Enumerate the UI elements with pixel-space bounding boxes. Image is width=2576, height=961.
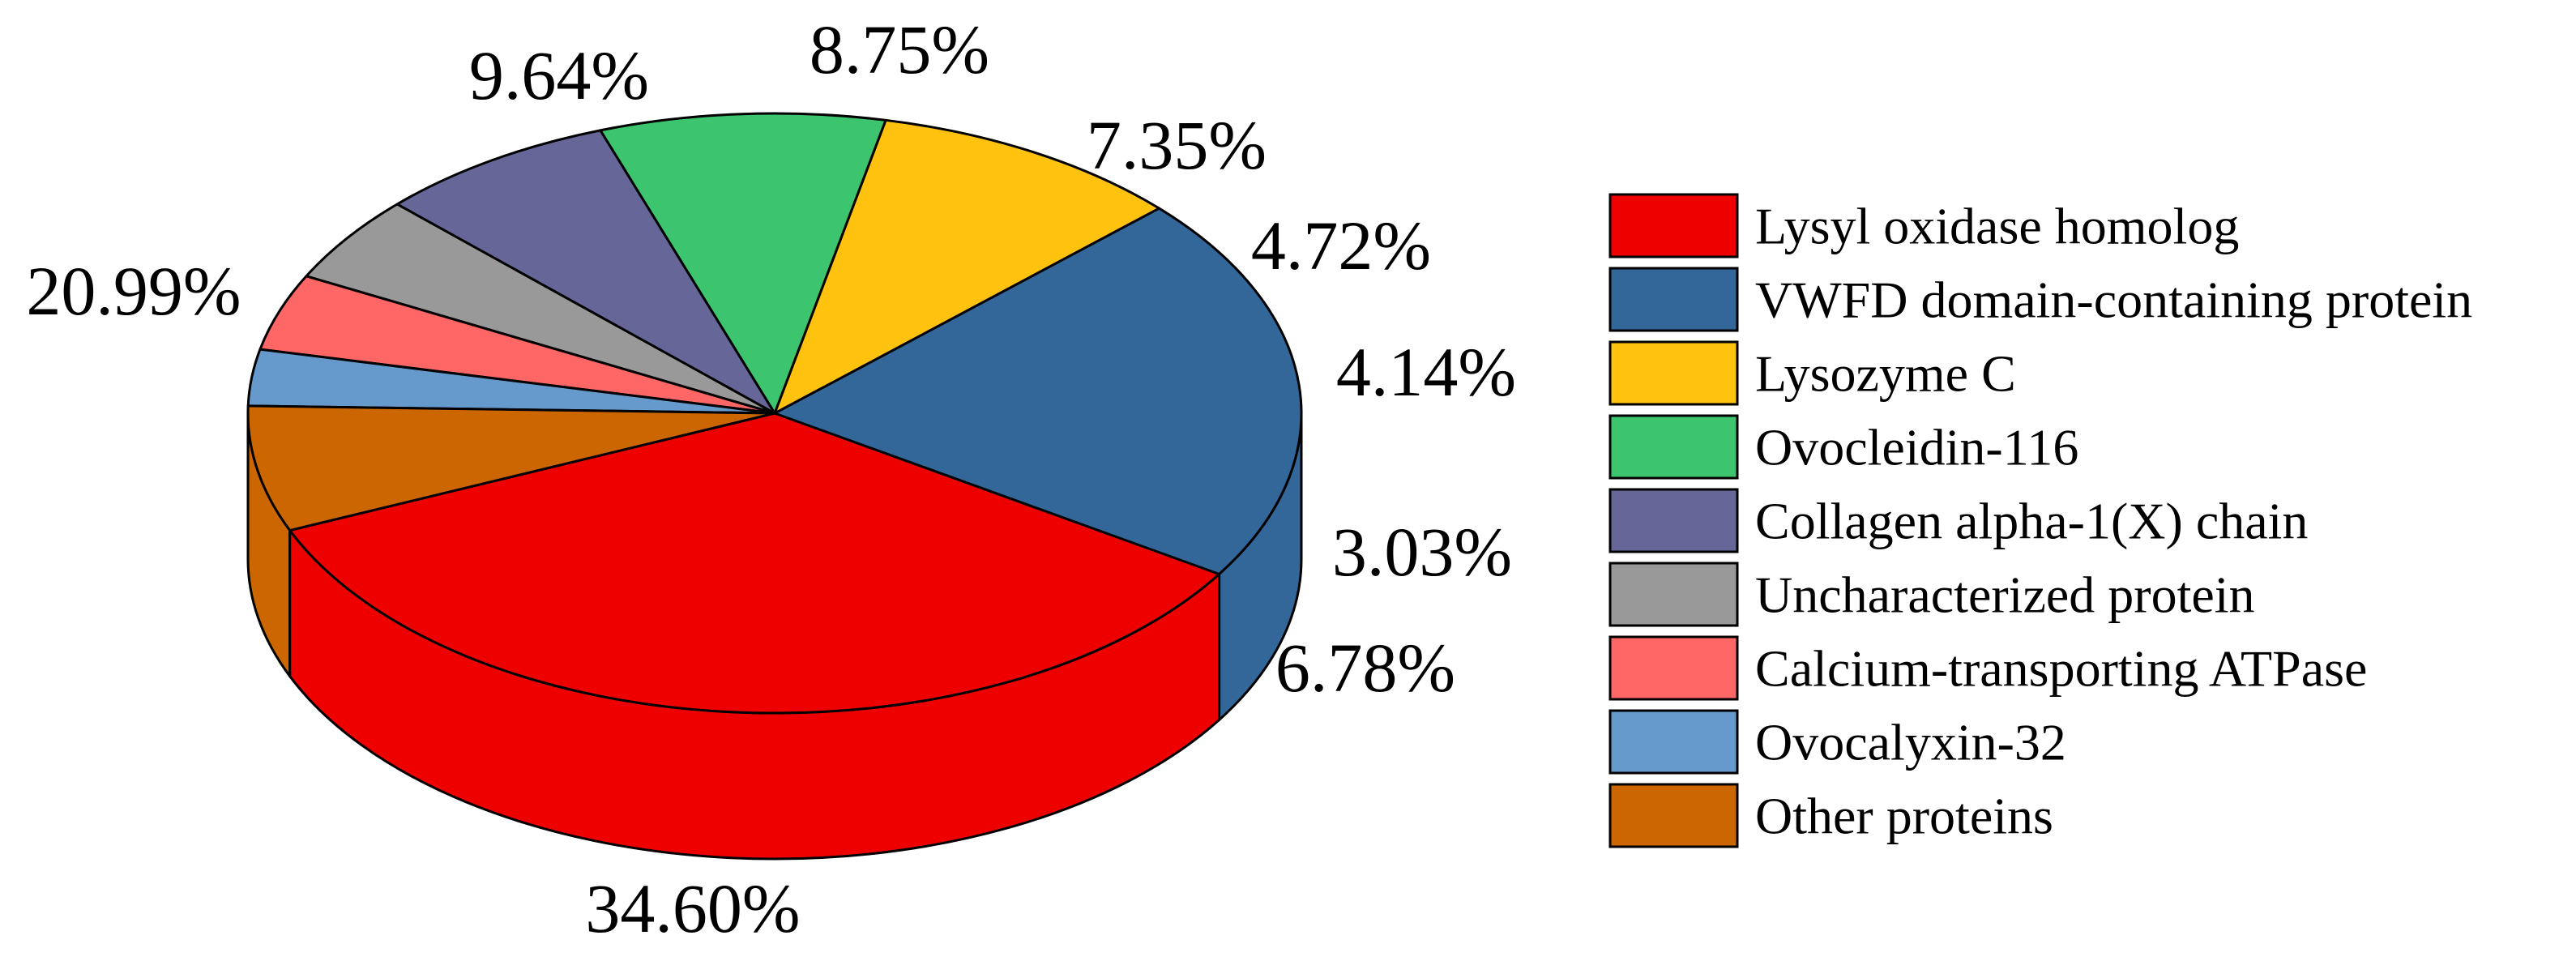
legend-swatch [1608,267,1739,332]
legend-swatch [1608,783,1739,848]
legend-label: VWFD domain-containing protein [1755,271,2472,329]
pie-slice-3 [599,112,887,415]
legend-swatch [1608,635,1739,701]
pie-slice-0 [288,412,1221,715]
slice-value-label: 4.14% [1336,333,1516,411]
slice-value-label: 7.35% [1087,106,1267,184]
legend-label: Lysyl oxidase homolog [1755,198,2239,255]
pie-sides [246,412,1303,861]
legend-swatch [1608,414,1739,480]
legend-swatch [1608,488,1739,553]
slice-value-label: 8.75% [810,11,989,88]
pie-slice-2 [773,118,1160,415]
legend-label: Collagen alpha-1(X) chain [1755,493,2308,550]
legend-label: Lysozyme C [1755,345,2016,403]
legend-swatch [1608,340,1739,406]
legend-label: Ovocalyxin-32 [1755,714,2066,771]
slice-value-label: 20.99% [26,252,241,330]
legend-swatch [1608,709,1739,775]
slice-labels: 34.60% 20.99% 9.64% 8.75% 7.35% 4.72% 4.14% 3.0… [26,11,1516,947]
legend-label: Calcium-transporting ATPase [1755,640,2367,698]
pie-tops [246,112,1303,715]
pie-slice-8 [246,404,776,532]
slice-value-label: 6.78% [1275,629,1455,707]
slice-value-label: 34.60% [585,869,800,947]
legend-label: Ovocleidin-116 [1755,419,2078,476]
legend-label: Uncharacterized protein [1755,566,2255,624]
slice-value-label: 9.64% [469,36,649,114]
legend-swatch [1608,562,1739,627]
pie-slice-5 [305,203,776,415]
legend: Lysyl oxidase homolog VWFD domain-contain… [1608,193,2472,848]
slice-value-label: 4.72% [1251,207,1431,284]
slice-value-label: 3.03% [1332,513,1512,591]
pie-slice-4 [395,129,776,415]
pie-slice-1 [773,207,1303,575]
legend-label: Other proteins [1755,788,2053,845]
legend-swatch [1608,193,1739,258]
